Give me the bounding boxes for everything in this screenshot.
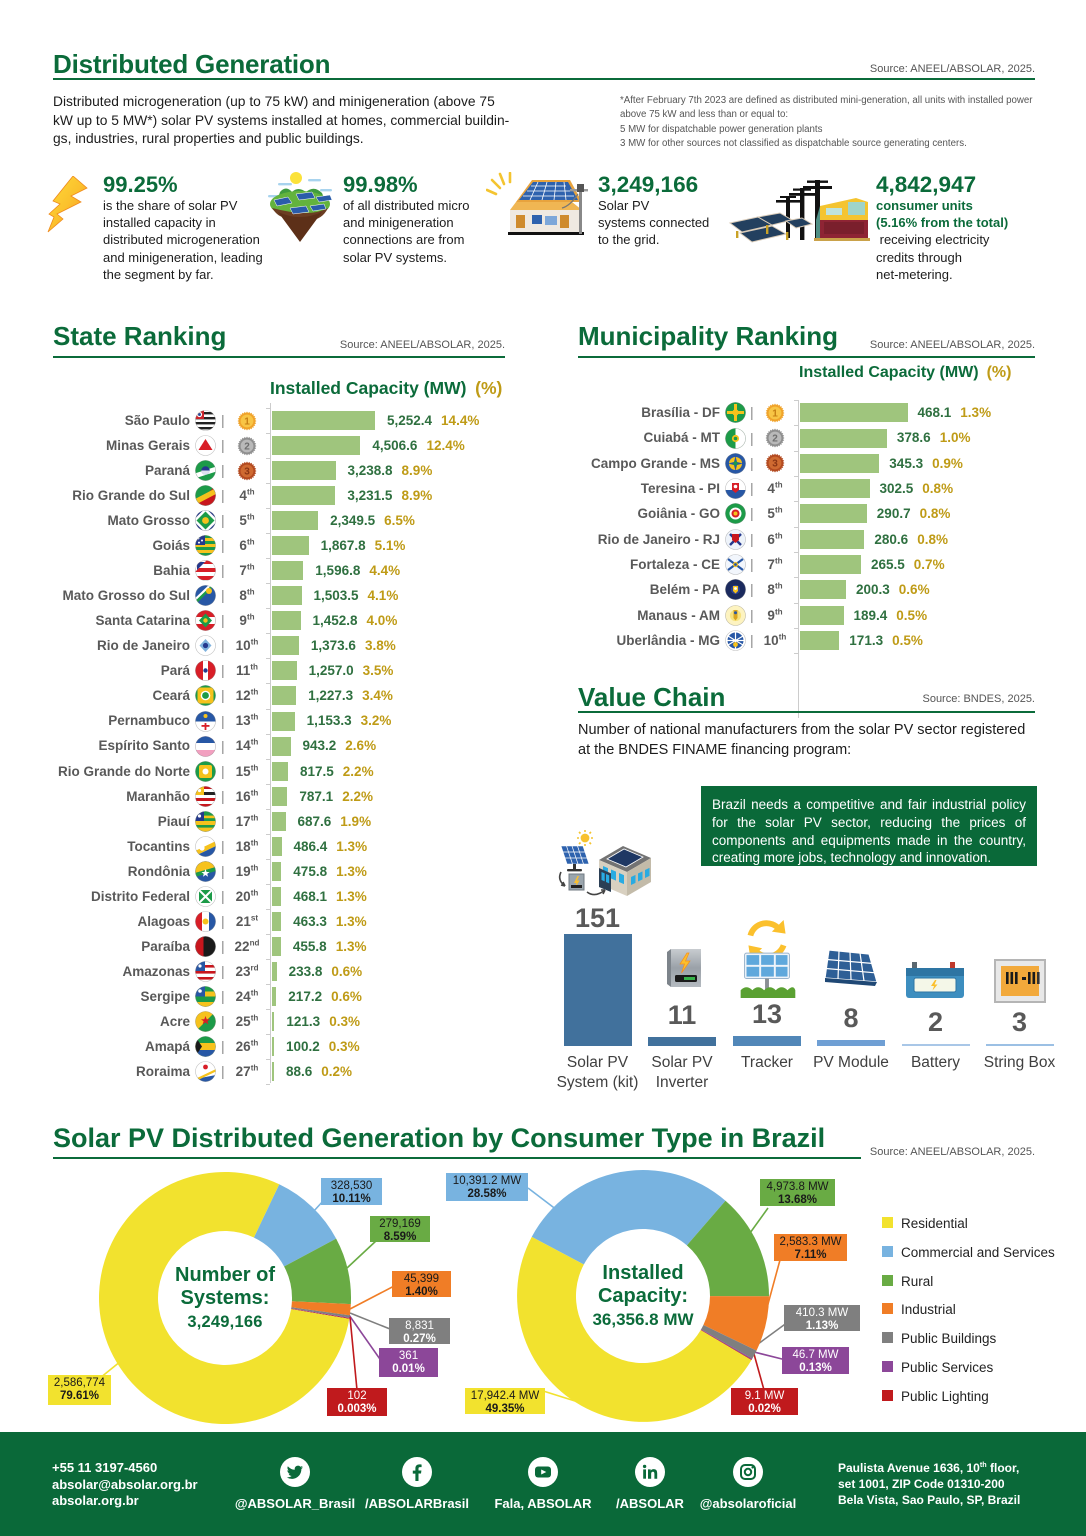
svg-text:3: 3	[244, 466, 250, 477]
svg-text:2: 2	[772, 434, 778, 445]
svg-text:3: 3	[772, 459, 778, 470]
svg-text:1: 1	[772, 408, 778, 419]
svg-text:2: 2	[244, 441, 250, 452]
svg-text:1: 1	[244, 416, 250, 427]
